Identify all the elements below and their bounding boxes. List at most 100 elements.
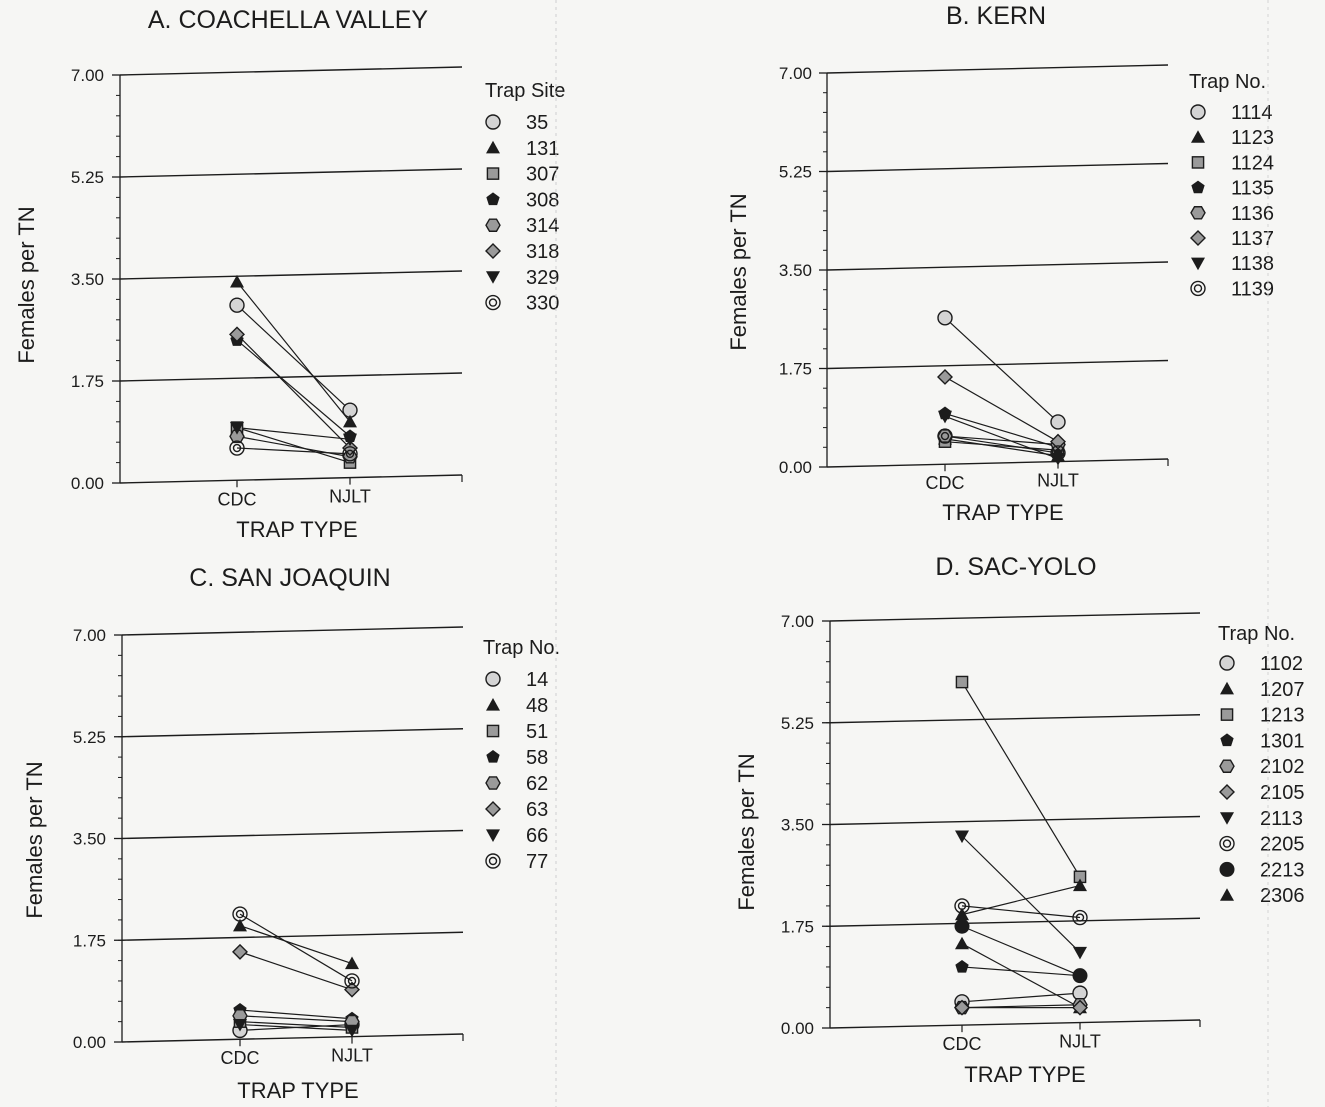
y-tick-label: 5.25 — [73, 728, 106, 747]
legend-marker-1123 — [1191, 130, 1205, 143]
data-point-77-cdc-inner — [235, 909, 245, 919]
series-line-77 — [239, 913, 353, 982]
x-tick-label: CDC — [218, 489, 257, 509]
legend-marker-14-shape — [485, 671, 501, 687]
data-point-77-cdc-shape — [232, 906, 248, 922]
y-tick-label: 5.25 — [779, 163, 812, 182]
legend-marker-1213 — [1220, 708, 1234, 721]
data-point-330-njlt-inner — [345, 449, 355, 459]
x-tick-label: NJLT — [331, 1046, 373, 1066]
series-line-1114 — [944, 317, 1059, 423]
legend-marker-2205 — [1219, 835, 1235, 852]
legend-title: Trap No. — [1218, 623, 1295, 645]
data-point-1114-cdc-shape — [937, 310, 953, 326]
legend-marker-308-shape — [486, 192, 500, 206]
y-tick-label: 3.50 — [71, 270, 104, 289]
y-tick-label: 3.50 — [779, 261, 812, 280]
data-point-329-njlt-shape — [343, 433, 357, 447]
data-point-77-njlt-shape — [344, 973, 360, 989]
legend-marker-1102 — [1219, 655, 1235, 671]
data-point-131-njlt-shape — [343, 414, 357, 428]
series-line-2205 — [961, 905, 1081, 919]
gridline — [829, 815, 1201, 826]
legend-label-1301: 1301 — [1260, 730, 1305, 752]
data-point-1139-njlt-inner — [1053, 448, 1063, 458]
legend-marker-51 — [486, 724, 500, 738]
y-axis-label: Females per TN — [734, 753, 759, 910]
data-point-2113-cdc-shape — [955, 830, 969, 844]
x-axis-label: TRAP TYPE — [236, 517, 357, 542]
legend-marker-1123-shape — [1191, 130, 1205, 143]
data-point-48-cdc — [233, 918, 247, 932]
data-point-2205-njlt-inner — [1075, 913, 1085, 922]
y-tick-label: 7.00 — [73, 626, 106, 645]
legend-label-1139: 1139 — [1231, 278, 1274, 300]
legend-marker-1213-shape — [1220, 708, 1234, 721]
legend-marker-330 — [485, 294, 501, 311]
data-point-2213-njlt — [1072, 968, 1088, 984]
gridline — [826, 359, 1169, 370]
series-line-63 — [239, 951, 353, 991]
legend-marker-62 — [485, 776, 501, 790]
data-point-318-njlt — [342, 440, 358, 457]
legend-marker-2105 — [1219, 784, 1235, 800]
y-tick-label: 3.50 — [781, 816, 814, 835]
legend-label-66: 66 — [526, 825, 548, 847]
legend-marker-1207-shape — [1220, 681, 1234, 695]
legend: Trap No. 1114 1123 1124 1135 1136 1137 1138 1139 — [1189, 71, 1274, 300]
data-point-329-cdc — [230, 422, 244, 435]
data-point-2213-cdc — [954, 918, 970, 934]
legend-marker-1138 — [1191, 257, 1205, 271]
legend-marker-77 — [485, 853, 501, 869]
legend-marker-2205-shape — [1219, 835, 1235, 852]
data-point-2105-cdc — [954, 999, 970, 1016]
legend-label-51: 51 — [526, 721, 548, 743]
data-point-63-njlt — [344, 981, 360, 998]
x-tick-label: CDC — [943, 1034, 982, 1054]
legend-marker-131-shape — [486, 140, 500, 154]
x-axis-label: TRAP TYPE — [237, 1078, 358, 1103]
legend-marker-2213-shape — [1219, 861, 1235, 877]
y-tick-label: 0.00 — [71, 474, 104, 493]
legend-marker-2306-shape — [1220, 888, 1234, 901]
legend-label-14: 14 — [526, 669, 548, 691]
legend-label-1137: 1137 — [1231, 228, 1274, 250]
data-point-35-cdc-shape — [229, 297, 245, 313]
data-point-2113-njlt-shape — [1073, 946, 1087, 960]
legend-label-1123: 1123 — [1231, 127, 1274, 149]
data-point-318-cdc — [229, 326, 245, 343]
panel-b: B. KERN Females per TN TRAP TYPE 0.00 1.75 3.… — [726, 2, 1274, 525]
legend-marker-2205-inner — [1222, 839, 1232, 848]
x-axis — [119, 474, 463, 484]
legend-marker-1124-shape — [1191, 156, 1205, 169]
series-line-2113 — [961, 835, 1081, 953]
gridline — [121, 931, 464, 941]
gridline — [121, 829, 464, 840]
legend-label-1114: 1114 — [1231, 102, 1273, 124]
series-line-330 — [236, 447, 351, 455]
legend-marker-14 — [485, 671, 501, 687]
legend-marker-1139-inner — [1193, 284, 1203, 293]
legend-label-307: 307 — [526, 164, 559, 186]
series-line-318 — [236, 333, 351, 449]
x-axis-label: TRAP TYPE — [942, 500, 1063, 525]
data-point-330-njlt — [342, 446, 358, 462]
legend-label-48: 48 — [526, 695, 548, 717]
series-line-308 — [236, 339, 351, 437]
legend-marker-2213 — [1219, 861, 1235, 877]
data-point-2113-cdc — [955, 830, 969, 844]
data-point-77-njlt-inner — [347, 976, 357, 986]
gridline — [119, 168, 463, 178]
legend: Trap Site 35 131 307 308 314 318 329 330 — [485, 80, 565, 315]
data-point-330-cdc — [229, 440, 245, 456]
y-tick-label: 7.00 — [781, 612, 814, 631]
series-line-58 — [239, 1009, 353, 1020]
y-tick-label: 5.25 — [781, 714, 814, 733]
series-line-1301 — [961, 966, 1081, 977]
y-tick-label: 1.75 — [781, 917, 814, 936]
legend-label-2113: 2113 — [1260, 808, 1303, 830]
legend-marker-330-shape — [485, 294, 501, 311]
series-line-1136 — [944, 435, 1059, 446]
legend-marker-1135-shape — [1191, 180, 1205, 194]
legend-label-58: 58 — [526, 747, 548, 769]
